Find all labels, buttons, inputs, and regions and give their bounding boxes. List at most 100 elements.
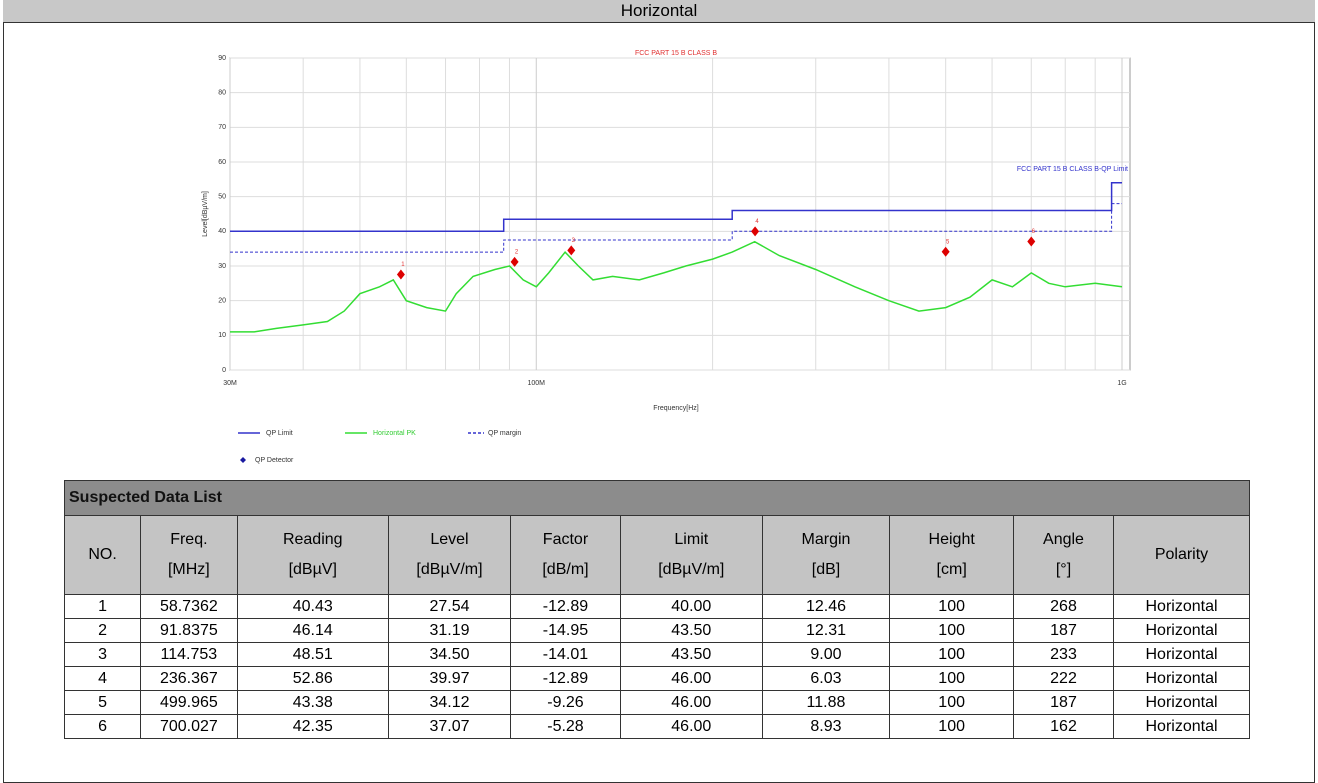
column-header: Polarity [1113, 515, 1250, 595]
header-text: [cm] [936, 561, 967, 578]
header-text: [dB/m] [542, 561, 589, 578]
y-tick-label: 30 [218, 263, 226, 270]
y-tick-label: 10 [218, 332, 226, 339]
table-cell: 233 [1013, 642, 1114, 667]
table-cell: 12.46 [761, 594, 891, 619]
table-cell: 27.54 [387, 594, 512, 619]
column-header: Freq. [MHz] [140, 515, 238, 595]
table-cell: 100 [889, 666, 1014, 691]
column-header: Reading [dBµV] [236, 515, 389, 595]
header-text: Factor [542, 531, 589, 548]
table-cell: 100 [889, 642, 1014, 667]
x-tick-label: 1G [1117, 380, 1126, 387]
table-row: 6 700.027 42.35 37.07 -5.28 46.00 8.93 100 162 Ho… [63, 714, 1250, 739]
header-title: Horizontal [3, 0, 1315, 23]
column-header: Margin [dB] [761, 515, 891, 595]
table-cell: 187 [1013, 618, 1114, 643]
table-cell: 46.00 [619, 714, 763, 739]
table-cell: -9.26 [510, 690, 621, 715]
data-point [510, 256, 519, 267]
table-cell: Horizontal [1113, 666, 1250, 691]
table-cell: 31.19 [387, 618, 512, 643]
table-cell: 114.753 [140, 642, 238, 667]
table-cell: -12.89 [510, 594, 621, 619]
x-tick-label: 100M [528, 380, 546, 387]
annotation: FCC PART 15 B CLASS B-QP Limit [1017, 166, 1128, 173]
table-cell: 37.07 [387, 714, 512, 739]
data-point [751, 226, 760, 237]
table-cell: 43.50 [619, 618, 763, 643]
table-cell: 43.38 [236, 690, 389, 715]
table-cell: 100 [889, 594, 1014, 619]
point-label: 3 [572, 238, 576, 244]
header-text: Reading [282, 531, 343, 548]
table-cell: Horizontal [1113, 714, 1250, 739]
table-row: 5 499.965 43.38 34.12 -9.26 46.00 11.88 100 187 H… [63, 690, 1250, 715]
column-header: Angle [°] [1013, 515, 1114, 595]
y-tick-label: 90 [218, 55, 226, 62]
point-label: 1 [401, 262, 405, 268]
table-cell: 268 [1013, 594, 1114, 619]
table-cell: 4 [63, 666, 142, 691]
table-cell: 8.93 [761, 714, 891, 739]
header-text: NO. [88, 546, 117, 563]
table-cell: 3 [63, 642, 142, 667]
header-text: Polarity [1154, 546, 1209, 563]
plot-area [229, 57, 1131, 371]
table-cell: 236.367 [140, 666, 238, 691]
legend-marker [240, 457, 246, 463]
y-tick-label: 40 [218, 228, 226, 235]
table-cell: 5 [63, 690, 142, 715]
column-header: Factor [dB/m] [510, 515, 621, 595]
header-text: [dB] [811, 561, 841, 578]
table-cell: 187 [1013, 690, 1114, 715]
table-cell: 100 [889, 618, 1014, 643]
header-text: [dBµV/m] [658, 561, 725, 578]
series-line [230, 240, 1123, 333]
header-text: Limit [674, 531, 709, 548]
series-line [230, 203, 1122, 253]
table-cell: 46.00 [619, 666, 763, 691]
table-cell: 48.51 [236, 642, 389, 667]
x-axis-label: Frequency[Hz] [653, 405, 699, 412]
chart: 0 10 20 30 40 50 60 70 80 90 30M 100M 1G FCC PART 15 … [202, 50, 1131, 464]
point-label: 4 [755, 219, 759, 225]
table-cell: -12.89 [510, 666, 621, 691]
table-row: 2 91.8375 46.14 31.19 -14.95 43.50 12.31 100 187… [63, 618, 1250, 643]
chart-title: FCC PART 15 B CLASS B [635, 50, 717, 57]
header-text: Height [928, 531, 975, 548]
header-text: [dBµV] [288, 561, 337, 578]
y-tick-label: 80 [218, 90, 226, 97]
table-cell: -5.28 [510, 714, 621, 739]
column-header: Level [dBµV/m] [387, 515, 512, 595]
table-cell: 42.35 [236, 714, 389, 739]
table-cell: 40.43 [236, 594, 389, 619]
column-header: NO. [63, 515, 142, 595]
table-cell: 34.50 [387, 642, 512, 667]
table-cell: Horizontal [1113, 642, 1250, 667]
column-header: Height [cm] [889, 515, 1014, 595]
column-header: Limit [dBµV/m] [619, 515, 763, 595]
data-table: Suspected Data List NO. Freq. [MHz] Reading [… [63, 480, 1250, 739]
x-tick-label: 30M [223, 380, 237, 387]
header-text: Margin [801, 531, 851, 548]
header-text: Level [430, 531, 469, 548]
table-cell: 9.00 [761, 642, 891, 667]
header-text: [dBµV/m] [416, 561, 483, 578]
series-line [230, 182, 1122, 233]
table-cell: 52.86 [236, 666, 389, 691]
table-cell: 100 [889, 714, 1014, 739]
legend-label: QP Detector [255, 457, 294, 464]
y-tick-label: 50 [218, 194, 226, 201]
table-cell: Horizontal [1113, 594, 1250, 619]
y-tick-label: 20 [218, 298, 226, 305]
table-row: 4 236.367 52.86 39.97 -12.89 46.00 6.03 100 222 H… [63, 666, 1250, 691]
table-cell: 12.31 [761, 618, 891, 643]
table-cell: 39.97 [387, 666, 512, 691]
table-cell: Horizontal [1113, 618, 1250, 643]
table-cell: 1 [63, 594, 142, 619]
point-label: 6 [1032, 229, 1036, 235]
table-row: 3 114.753 48.51 34.50 -14.01 43.50 9.00 100 233 H… [63, 642, 1250, 667]
data-point [941, 246, 950, 257]
